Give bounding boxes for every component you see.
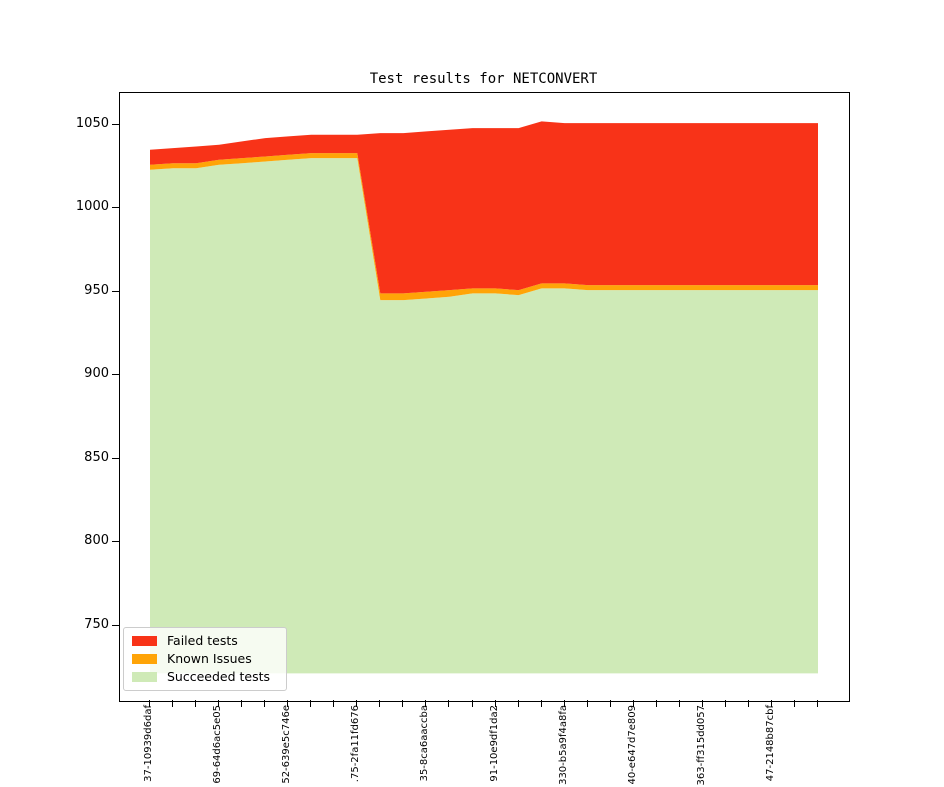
y-tick-mark [112,624,119,626]
x-tick-mark [448,700,450,707]
legend-label: Known Issues [167,651,252,666]
x-tick-mark [287,700,289,707]
area-failed-tests [150,121,818,294]
y-tick-label: 1050 [75,115,109,131]
legend-item-failed: Failed tests [132,633,278,649]
y-tick-label: 750 [84,616,109,632]
y-tick-label: 950 [84,282,109,298]
x-tick-mark [264,700,266,707]
x-tick-mark [402,700,404,707]
x-tick-mark [333,700,335,707]
legend-swatch-failed [132,636,157,646]
x-tick-mark [425,700,427,707]
legend: Failed tests Known Issues Succeeded test… [123,627,287,691]
x-tick-mark [172,700,173,707]
x-tick-label: 40-e647d7e809 [626,705,638,785]
x-tick-mark [471,700,473,707]
x-tick-label: 37-10939d6daf [143,705,154,782]
x-tick-mark [817,700,818,707]
x-tick-mark [517,700,519,707]
y-tick-mark [112,457,119,459]
x-tick-mark [747,700,749,707]
area-known-issues [150,153,818,301]
x-tick-mark [563,700,565,707]
legend-label: Succeeded tests [167,669,271,684]
legend-swatch-succeeded [132,672,157,682]
chart-title: Test results for NETCONVERT [369,71,598,87]
x-tick-mark [241,700,243,707]
y-tick-label: 800 [84,533,109,549]
legend-item-succeeded: Succeeded tests [132,669,278,685]
y-tick-label: 900 [84,366,109,382]
x-tick-label: 363-ff315dd057 [695,705,707,786]
chart-svg [150,121,818,674]
x-tick-label: 52-639e5c746e [281,705,293,784]
legend-label: Failed tests [167,633,238,648]
x-tick-mark [494,700,496,707]
x-tick-mark [678,700,680,707]
x-tick-label: 330-b5a9f4a8fa [557,705,569,785]
x-tick-mark [540,700,542,707]
y-tick-mark [112,123,119,125]
y-tick-mark [112,541,119,543]
x-tick-label: 91-10e9df1da2 [488,705,500,782]
x-tick-label: 69-64d6ac5e05 [212,705,224,784]
legend-item-known: Known Issues [132,651,278,667]
x-tick-label: 47-2148b87cbf [764,705,776,782]
x-tick-mark [586,700,588,707]
x-tick-mark [632,700,634,707]
x-tick-mark [379,700,381,707]
x-tick-label: 35-8ca6aaccba [419,705,431,782]
x-tick-mark [149,700,150,707]
y-tick-mark [112,290,119,292]
x-tick-mark [770,700,772,707]
x-tick-mark [609,700,611,707]
x-tick-mark [310,700,312,707]
legend-swatch-known [132,654,157,664]
x-tick-mark [195,700,197,707]
x-tick-mark [724,700,726,707]
area-succeeded-tests [150,158,818,674]
y-tick-label: 1000 [75,199,109,215]
x-tick-mark [655,700,657,707]
y-tick-mark [112,374,119,376]
x-tick-mark [218,700,220,707]
x-tick-mark [794,700,795,707]
x-tick-label: .75-2fa11fd676 [350,705,362,783]
y-tick-mark [112,207,119,209]
x-tick-mark [356,700,358,707]
y-tick-label: 850 [84,449,109,465]
x-tick-mark [701,700,703,707]
plot-area [119,92,850,702]
